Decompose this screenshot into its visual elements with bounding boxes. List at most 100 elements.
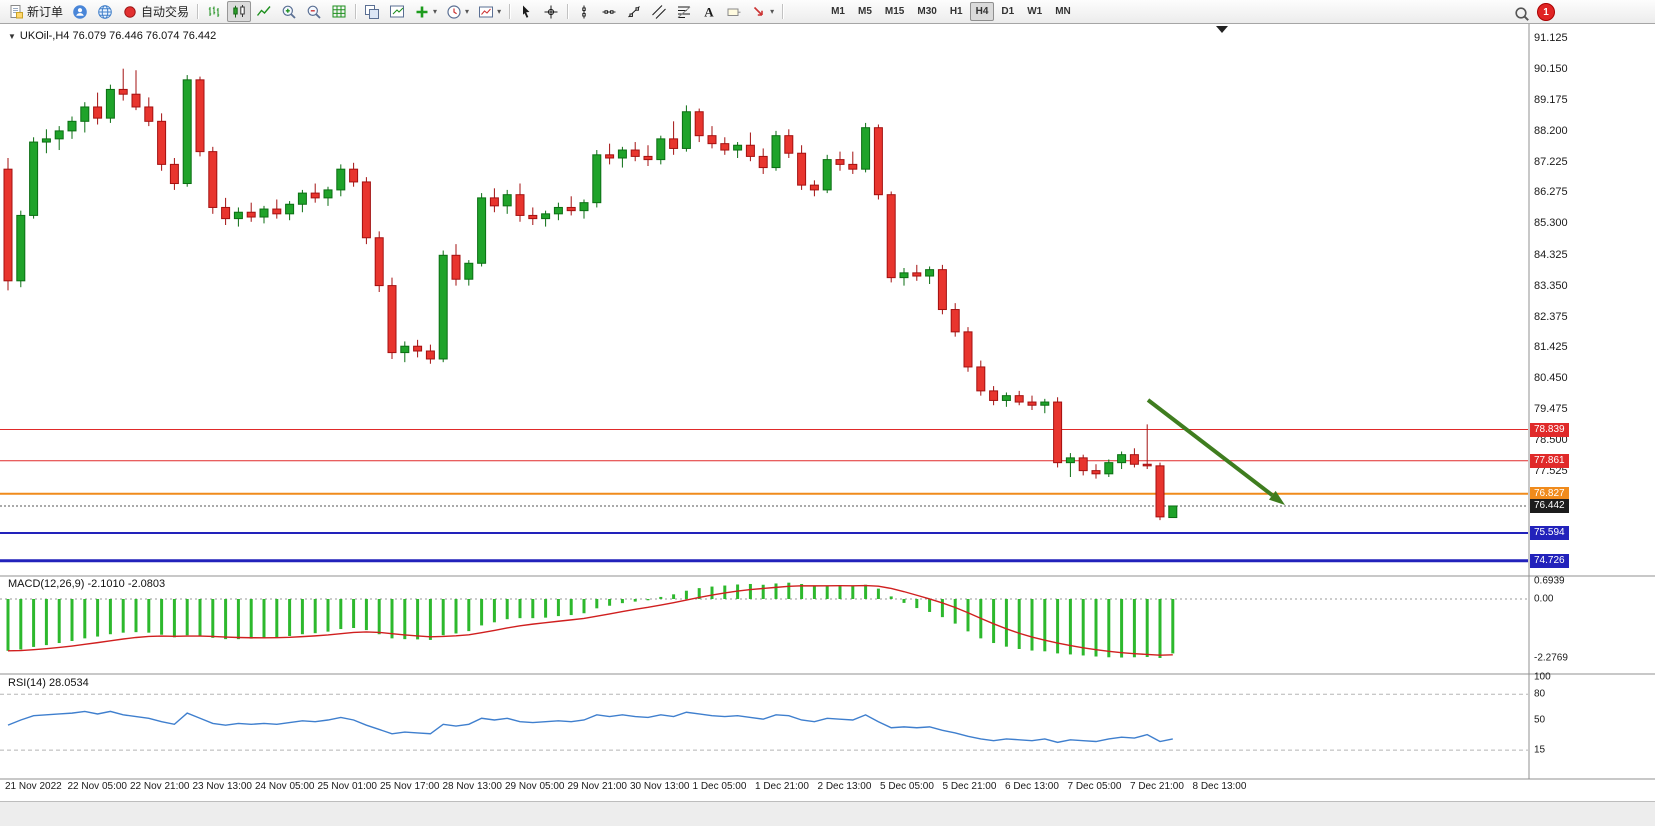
period-clock-button[interactable]: ▾ [442,1,473,22]
timeframe-button-h4[interactable]: H4 [969,2,995,21]
candle-bullish [259,208,269,218]
vertical-line-button[interactable] [572,1,596,22]
new-order-button[interactable]: 新订单 [4,1,67,22]
macd-histogram-bar [428,599,432,640]
timeframe-button-mn[interactable]: MN [1055,6,1071,17]
rsi-scale-label: 80 [1534,688,1546,700]
cursor-button[interactable] [514,1,538,22]
macd-histogram-bar [57,599,61,644]
macd-histogram-bar [864,584,868,599]
candle-bearish [720,143,730,151]
macd-histogram-bar [518,599,522,619]
timeframe-button-w1[interactable]: W1 [1027,6,1043,17]
candle-bearish [1053,401,1063,464]
fibonacci-button[interactable] [672,1,696,22]
label-icon [727,8,741,16]
chart-template-button[interactable]: ▾ [474,1,505,22]
macd-histogram-bar [787,582,791,599]
horizontal-line-button[interactable] [597,1,621,22]
candle-bearish [451,254,461,280]
timeframe-group: M1 M5 M15 M30 H1 H4 D1 W1 MN [825,2,1077,21]
crosshair-icon [544,5,558,18]
candle-bullish [541,213,551,220]
trend-arrow-head[interactable] [1268,490,1285,505]
candle-bullish [323,189,333,199]
candle-chart-button[interactable] [227,1,252,22]
candle-bearish [374,237,384,287]
macd-histogram-bar [1132,599,1136,658]
add-indicator-button[interactable]: ▾ [410,1,441,22]
timeframe-button-m15[interactable]: M15 [884,6,905,17]
candle-bearish [272,208,282,215]
text-button[interactable]: A [697,1,721,22]
notification-badge[interactable]: 1 [1537,3,1555,21]
auto-trading-button[interactable]: 自动交易 [118,1,193,22]
macd-histogram-bar [300,599,304,635]
candle-bearish [989,390,999,401]
candle-bearish [784,135,794,154]
candle-bearish [630,149,640,157]
community-button[interactable] [68,1,92,22]
zoom-out-button[interactable] [302,1,326,22]
macd-histogram-bar [684,590,688,599]
zoom-in-button[interactable] [277,1,301,22]
bar-chart-button[interactable] [202,1,226,22]
time-axis-label: 8 Dec 13:00 [1192,781,1247,792]
tile-windows-button[interactable] [360,1,384,22]
crosshair-button[interactable] [539,1,563,22]
ohlc-collapse-icon[interactable]: ▼ [8,32,16,41]
marketplace-button[interactable] [93,1,117,22]
candle-bullish [1065,457,1075,464]
time-axis[interactable]: 21 Nov 2022 22 Nov 05:00 22 Nov 21:00 23 No… [0,779,1655,801]
macd-histogram-bar [185,599,189,636]
macd-histogram-bar [851,586,855,599]
macd-histogram-bar [262,599,266,638]
macd-histogram-bar [1120,599,1124,658]
macd-histogram-bar [710,586,714,599]
candle-bearish [1129,454,1139,465]
main-toolbar: 新订单 自动交易 ▾ ▾ ▾ [0,0,1655,24]
candle-bearish [169,163,179,185]
timeframe-button-m30[interactable]: M30 [917,6,937,17]
time-axis-label: 5 Dec 21:00 [942,781,997,792]
channel-button[interactable] [647,1,671,22]
zoom-out-icon [307,5,321,19]
timeframe-button-m1[interactable]: M1 [831,6,845,17]
price-axis-label: 81.425 [1534,341,1568,353]
timeframe-button-d1[interactable]: D1 [1001,6,1015,17]
macd-scale-label: 0.00 [1534,593,1554,605]
time-axis-label: 7 Dec 05:00 [1067,781,1122,792]
candle-bearish [489,197,499,207]
chart-template-icon [479,6,494,17]
macd-histogram-bar [96,599,100,637]
shapes-button[interactable]: ▾ [747,1,778,22]
candle-bullish [1040,401,1050,406]
time-axis-label: 1 Dec 05:00 [692,781,747,792]
rsi-indicator-label: RSI(14) 28.0534 [8,677,89,689]
macd-histogram-bar [902,599,906,603]
trendline-button[interactable] [622,1,646,22]
new-chart-icon [390,5,405,17]
candle-bullish [925,269,935,277]
chart-shift-marker[interactable] [1216,26,1228,33]
price-axis-label: 86.275 [1534,186,1568,199]
chart-canvas[interactable] [0,24,1655,825]
macd-histogram-bar [1158,599,1162,658]
candle-bearish [246,211,256,218]
timeframe-button-m5[interactable]: M5 [858,6,872,17]
bar-chart-icon [208,6,220,17]
rsi-scale-label: 100 [1534,671,1551,683]
time-axis-label: 22 Nov 05:00 [67,781,128,792]
toolbar-separator [782,4,784,19]
new-chart-button[interactable] [385,1,409,22]
grid-button[interactable] [327,1,351,22]
label-button[interactable] [722,1,746,22]
trend-arrow-annotation[interactable] [1146,398,1274,497]
macd-histogram-bar [505,599,509,620]
timeframe-button-h1[interactable]: H1 [949,6,963,17]
candle-bearish [912,272,922,277]
line-chart-button[interactable] [252,1,276,22]
search-button[interactable] [1510,3,1534,24]
macd-histogram-bar [352,599,356,629]
time-axis-label: 30 Nov 13:00 [630,781,690,792]
